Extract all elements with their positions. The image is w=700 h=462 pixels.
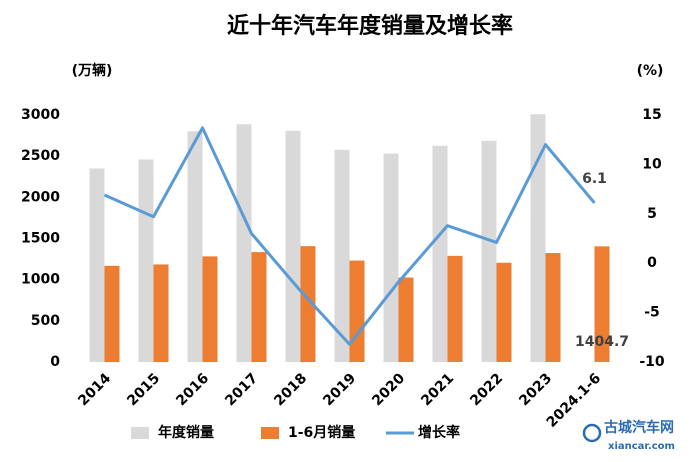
y2-tick-label: -5 (644, 305, 660, 321)
bar (202, 256, 218, 362)
y-axis-unit: (万辆) (72, 62, 113, 79)
y2-tick-label: 10 (642, 156, 662, 172)
y2-tick-label: 5 (647, 206, 657, 222)
legend-label: 年度销量 (158, 424, 214, 441)
y-tick-label: 3000 (21, 107, 60, 123)
bar (432, 145, 448, 362)
line (103, 126, 596, 346)
logo-name: 古城汽车网 (604, 419, 674, 436)
y2-axis-unit: (%) (637, 63, 664, 79)
y2-tick-label: -10 (639, 354, 665, 370)
bar (447, 255, 463, 362)
bar (300, 246, 316, 362)
bar (349, 260, 365, 362)
bar (496, 262, 512, 362)
y-tick-label: 1000 (21, 272, 60, 288)
bar (334, 149, 350, 362)
legend-label: 增长率 (418, 424, 460, 441)
y-tick-label: 500 (31, 313, 60, 329)
y-tick-label: 2500 (21, 148, 60, 164)
bar (530, 114, 546, 362)
bar (383, 153, 399, 362)
bar (187, 131, 203, 362)
y-tick-label: 1500 (21, 231, 60, 247)
legend-swatch (131, 427, 149, 439)
logo-icon (582, 423, 602, 443)
bar (545, 252, 561, 362)
bar (594, 246, 610, 362)
bar (236, 124, 252, 362)
y2-tick-label: 15 (642, 107, 661, 123)
chart-title: 近十年汽车年度销量及增长率 (227, 13, 513, 39)
data-label: 6.1 (582, 171, 607, 187)
y-tick-label: 2000 (21, 189, 60, 205)
legend-swatch (261, 427, 279, 439)
y2-tick-label: 0 (647, 255, 657, 271)
bar (138, 159, 154, 362)
logo-url: xiancar.com (608, 441, 675, 452)
bar (481, 140, 497, 362)
bar (285, 130, 301, 362)
y-tick-label: 0 (50, 354, 60, 370)
bar (251, 252, 267, 362)
bar (153, 264, 169, 362)
bar (89, 168, 105, 362)
logo: 古城汽车网 xiancar.com (582, 419, 675, 452)
data-label: 1404.7 (575, 334, 629, 350)
legend-label: 1-6月销量 (288, 424, 355, 441)
bar (104, 265, 120, 362)
bar (398, 277, 414, 362)
